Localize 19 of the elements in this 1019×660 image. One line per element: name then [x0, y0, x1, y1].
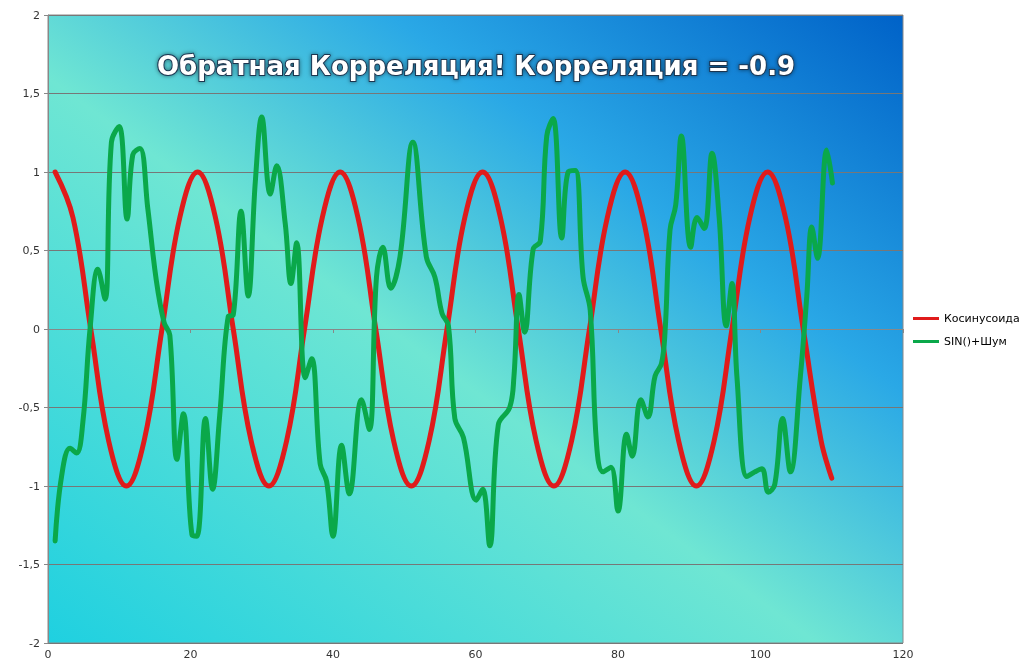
y-tick-label: -2: [29, 636, 40, 650]
x-tick-label: 60: [468, 648, 483, 660]
text: Обратная Корреляция! Корреляция = -0.9: [157, 51, 796, 81]
y-tick-label: 0,5: [22, 244, 40, 257]
x-tick-label: 40: [326, 648, 340, 660]
y-tick-label: 1: [33, 165, 40, 179]
y-tick-label: -1: [29, 479, 40, 493]
x-tick-label: 20: [183, 648, 198, 660]
x-tick-label: 0: [44, 648, 52, 660]
y-tick-label: 2: [33, 8, 40, 22]
x-tick-label: 100: [750, 648, 771, 660]
legend-label: Косинусоида: [944, 312, 1019, 325]
legend-label: SIN()+Шум: [944, 335, 1007, 348]
y-tick-label: 0: [33, 322, 40, 336]
y-tick-label: 1,5: [22, 87, 40, 100]
y-tick-label: -0,5: [18, 401, 40, 414]
x-tick-label: 80: [611, 648, 625, 660]
y-tick-label: -1,5: [18, 558, 40, 571]
x-tick-label: 120: [892, 648, 914, 660]
